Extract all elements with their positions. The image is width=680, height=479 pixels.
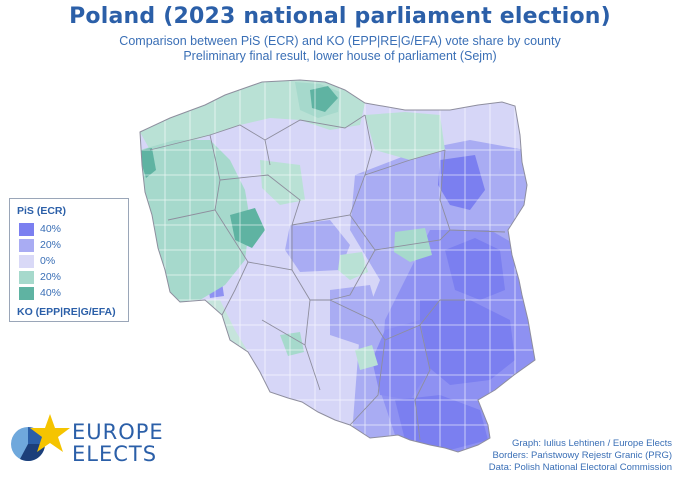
legend-label-pis-20: 20% [40, 239, 62, 251]
europe-elects-logo [11, 414, 70, 461]
legend-label-zero: 0% [40, 255, 56, 267]
legend-label-ko-20: 20% [40, 271, 62, 283]
kuyavia-region [260, 160, 305, 205]
map-title: Poland (2023 national parliament electio… [69, 4, 611, 29]
lodz-region [338, 252, 368, 280]
legend-swatch-pis-40 [19, 223, 34, 236]
subcarpathia-region [420, 300, 515, 385]
legend-label-pis-40: 40% [40, 223, 62, 235]
tricity-region [310, 86, 338, 112]
legend-bottom-party: KO (EPP|RE|G/EFA) [17, 306, 116, 318]
warmia-region [365, 112, 445, 160]
logo-text-elects: ELECTS [72, 442, 158, 466]
legend-top-party: PiS (ECR) [17, 205, 67, 217]
legend-swatch-pis-20 [19, 239, 34, 252]
szczecin-coast-region [140, 148, 156, 178]
logo-slice-1 [28, 427, 45, 444]
logo-star-icon [30, 414, 70, 452]
legend-swatch-ko-40 [19, 287, 34, 300]
credit-data: Data: Polish National Electoral Commissi… [488, 462, 672, 473]
legend-label-ko-40: 40% [40, 287, 62, 299]
voivodeship-borders [149, 114, 506, 441]
central-region [285, 220, 350, 272]
west-region [140, 140, 250, 302]
logo-text-europe: EUROPE [72, 420, 164, 444]
silesia-east-region [355, 345, 378, 370]
podlasie-region [438, 155, 485, 210]
map-subtitle: Comparison between PiS (ECR) and KO (EPP… [119, 34, 561, 48]
map-subtitle-2: Preliminary final result, lower house of… [183, 49, 497, 63]
credit-graph: Graph: Iulius Lehtinen / Europe Elects [511, 438, 672, 449]
map-legend: PiS (ECR) 40% 20% 0% 20% 40% KO (EPP|RE|… [9, 198, 129, 322]
legend-swatch-zero [19, 255, 34, 268]
poznan-region [230, 208, 265, 248]
warsaw-region [394, 228, 432, 262]
credit-borders: Borders: Państwowy Rejestr Granic (PRG) [492, 450, 673, 461]
legend-swatch-ko-20 [19, 271, 34, 284]
lesser-poland-region [372, 320, 430, 400]
